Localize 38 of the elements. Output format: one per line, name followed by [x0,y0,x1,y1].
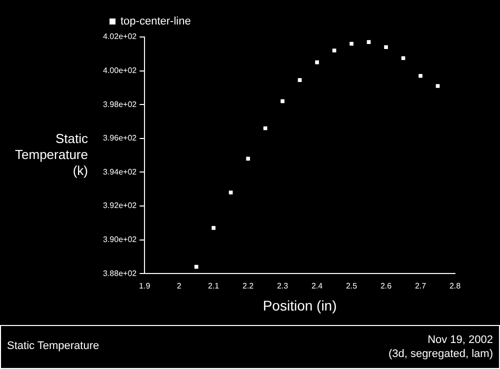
x-tick-label: 2.1 [208,282,220,291]
x-tick-label: 2.7 [414,282,427,291]
point [194,264,198,269]
x-tick-label: 1.9 [139,282,151,291]
point [298,78,302,82]
y-tick-label: 3.94e+02 [102,167,138,176]
point [366,40,371,44]
legend-label: top-center-line [120,16,191,28]
x-tick-label: 2.2 [242,282,254,291]
point [280,99,284,104]
x-tick-label: 2 [176,282,182,291]
x-axis-title: Position (in) [262,297,337,314]
text: Nov 19, 2002 [428,334,493,346]
y-tick-label: 3.92e+02 [102,201,138,210]
text: Static Temperature [7,340,100,352]
point [212,226,216,230]
point [332,48,336,52]
point [246,156,250,161]
x-tick-label: 2.5 [346,282,358,291]
x-tick-label: 2.8 [449,282,462,291]
x-tick-label: 2.4 [311,282,324,291]
point [228,190,233,194]
y-tick-label: 4.00e+02 [102,66,138,76]
point [401,56,406,60]
y-tick-label: 4.02e+02 [102,32,138,42]
y-tick-label: 3.90e+02 [102,235,138,244]
y-tick-label: 3.98e+02 [102,100,138,109]
x-tick-label: 2.6 [380,282,392,291]
x-tick-label: 2.3 [276,282,289,291]
y-tick-label: 3.96e+02 [102,134,138,143]
point [315,60,319,64]
point [436,84,440,88]
point [350,42,354,46]
point [384,45,388,50]
y-tick-label: 3.88e+02 [102,268,138,278]
point [418,74,422,78]
y-axis-title: Static Temperature (k) [15,130,88,178]
text: (3d, segregated, lam) [388,348,493,360]
